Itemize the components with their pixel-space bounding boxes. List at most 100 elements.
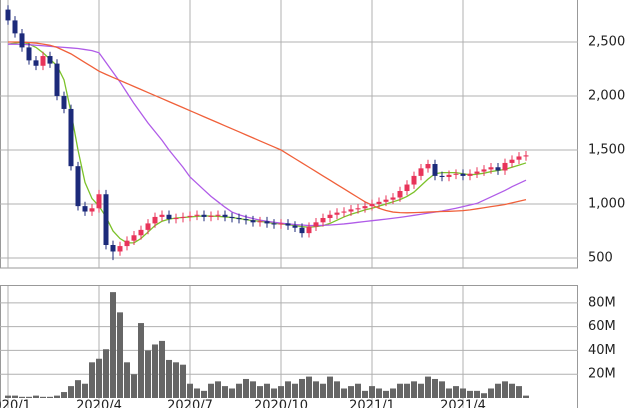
volume-bar [285,381,291,398]
moving-average-line [8,43,527,227]
candle-body [355,208,361,210]
candle-body [390,197,396,200]
volume-bar [299,378,305,398]
candle-body [509,159,515,163]
candle-body [299,227,305,234]
moving-average-line [8,41,527,214]
volume-bar [180,364,186,398]
volume-bar [243,378,249,398]
candle-body [236,218,242,220]
volume-bar [33,395,39,398]
volume-bar [208,383,214,398]
volume-bar [187,383,193,398]
y-tick-label: 500 [588,250,613,265]
volume-bar [425,376,431,398]
volume-bar [453,386,459,398]
y-tick-label: 1,000 [588,196,625,211]
volume-bar [75,380,81,398]
candle-body [250,220,256,223]
volume-bar [516,386,522,398]
volume-bar [355,383,361,398]
candle-body [362,206,368,209]
candle-body [12,20,18,34]
candle-body [474,171,480,174]
volume-bar [215,381,221,398]
candle-body [124,240,130,247]
volume-bar [194,388,200,398]
volume-bar [54,395,60,398]
candle-body [215,214,221,216]
candle-body [68,108,74,167]
candle-body [138,229,144,236]
volume-bar [110,292,116,398]
candle-body [285,223,291,226]
candle-body [26,47,32,61]
volume-bar [502,381,508,398]
volume-bar [96,358,102,398]
volume-bar [103,349,109,398]
volume-bar [467,390,473,398]
candle-body [446,174,452,177]
candle-body [194,214,200,216]
candle-body [173,218,179,220]
candle-body [103,194,109,246]
volume-bar [495,383,501,398]
volume-bar [446,388,452,398]
candle-body [89,208,95,212]
volume-bar [278,386,284,398]
candle-body [341,211,347,213]
volume-bar [201,390,207,398]
candle-body [201,214,207,217]
volume-bar [418,383,424,398]
volume-bar [145,350,151,398]
x-tick-label: 2021/4 [440,399,486,408]
volume-bar [271,388,277,398]
volume-bar [236,383,242,398]
volume-bar [460,388,466,398]
moving-average-line [7,41,527,244]
candle-body [292,225,298,228]
candle-body [187,215,193,217]
y-tick-label: 1,500 [588,142,625,157]
candle-body [460,173,466,176]
candle-body [523,155,529,157]
candle-body [502,162,508,171]
candle-body [383,199,389,202]
volume-bar [26,396,32,398]
volume-bar [138,323,144,398]
y-tick-label: 40M [588,343,616,358]
candle-body [313,222,319,227]
candle-body [131,235,137,241]
y-tick-label: 60M [588,319,616,334]
volume-bar [82,383,88,398]
volume-bar [362,390,368,398]
candle-body [19,33,25,48]
y-tick-label: 20M [588,367,616,382]
candle-body [96,194,102,209]
candle-body [348,209,354,212]
candle-body [110,245,116,252]
volume-bar [12,395,18,398]
candle-body [40,56,46,66]
volume-bar [334,381,340,398]
x-tick-label: 2020/7 [167,399,213,408]
volume-bar [159,340,165,398]
volume-bar [124,362,130,398]
candle-body [411,175,417,185]
candle-body [432,164,438,176]
candle-body [439,175,445,177]
volume-bar [509,383,515,398]
volume-bar [257,386,263,398]
candle-body [75,166,81,207]
candle-body [180,216,186,219]
volume-bar [250,381,256,398]
candle-body [488,167,494,170]
candle-body [257,221,263,223]
candle-body [159,214,165,217]
volume-bar [376,388,382,398]
candle-body [82,206,88,212]
candle-body [264,221,270,224]
volume-bar [523,395,529,398]
candle-body [306,226,312,234]
candle-body [152,216,158,224]
